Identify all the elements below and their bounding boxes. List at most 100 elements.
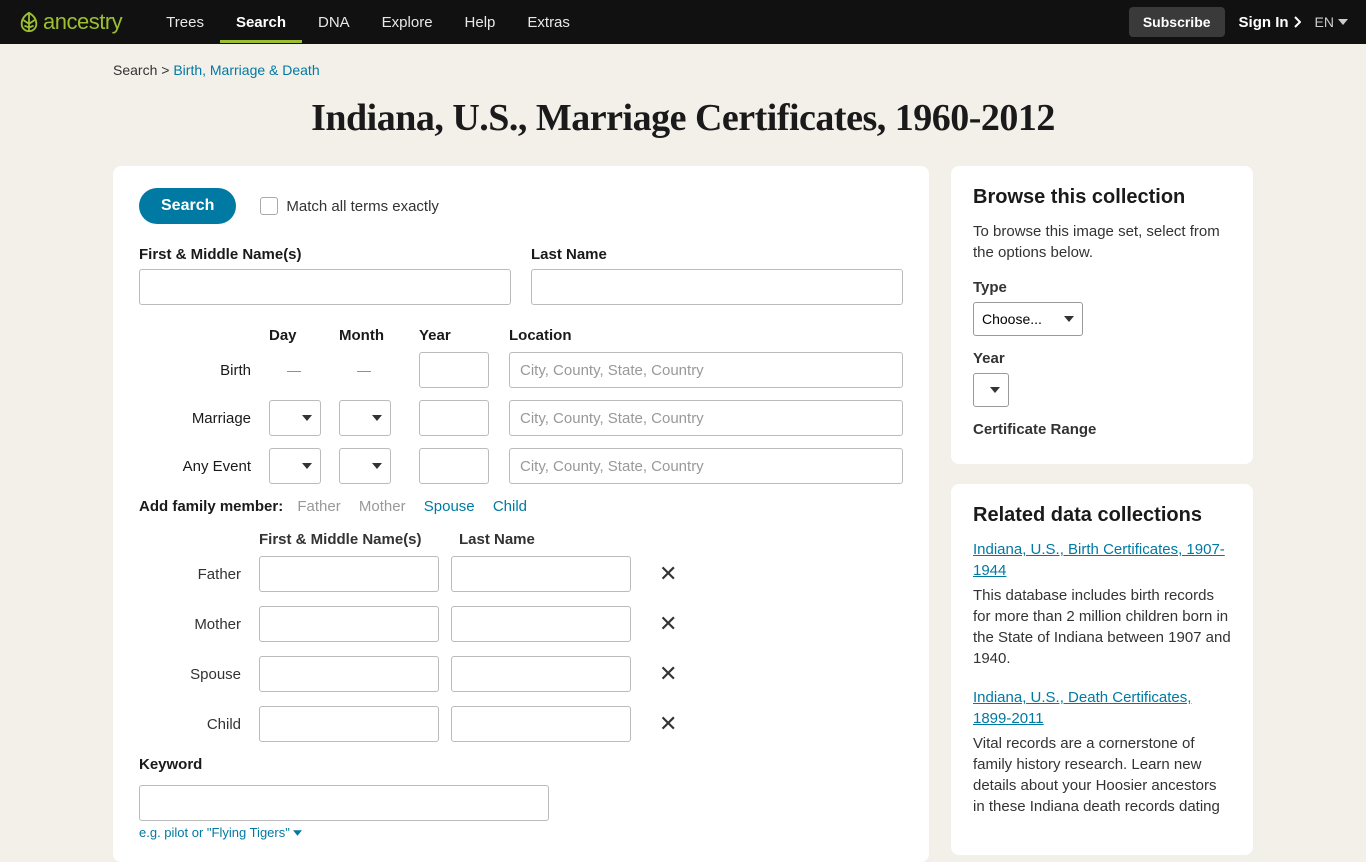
keyword-input[interactable]: [139, 785, 549, 821]
browse-type-label: Type: [973, 279, 1231, 296]
family-row-mother: Mother ✕: [139, 606, 903, 642]
last-name-label: Last Name: [531, 246, 903, 263]
browse-title: Browse this collection: [973, 186, 1231, 209]
mother-first-input[interactable]: [259, 606, 439, 642]
family-row-father: Father ✕: [139, 556, 903, 592]
spouse-remove-icon[interactable]: ✕: [659, 663, 677, 685]
language-selector[interactable]: EN: [1315, 14, 1348, 30]
match-exact-toggle[interactable]: Match all terms exactly: [260, 197, 439, 215]
marriage-year-input[interactable]: [419, 400, 489, 436]
birth-month-dash: —: [339, 362, 371, 378]
signin-label: Sign In: [1239, 14, 1289, 31]
browse-year-select[interactable]: [973, 373, 1009, 407]
chevron-down-icon: [293, 830, 302, 836]
nav-explore[interactable]: Explore: [366, 2, 449, 43]
nav-extras[interactable]: Extras: [511, 2, 586, 43]
family-row-child: Child ✕: [139, 706, 903, 742]
any-day-select[interactable]: [269, 448, 321, 484]
col-location: Location: [509, 327, 903, 344]
last-name-input[interactable]: [531, 269, 903, 305]
col-day: Day: [269, 327, 339, 344]
top-nav: ancestry Trees Search DNA Explore Help E…: [0, 0, 1366, 44]
family-add-label: Add family member:: [139, 498, 283, 515]
nav-help[interactable]: Help: [449, 2, 512, 43]
breadcrumb-link[interactable]: Birth, Marriage & Death: [173, 62, 319, 78]
any-location-input[interactable]: [509, 448, 903, 484]
father-remove-icon[interactable]: ✕: [659, 563, 677, 585]
marriage-month-select[interactable]: [339, 400, 391, 436]
signin-link[interactable]: Sign In: [1239, 14, 1301, 31]
keyword-hint-text: e.g. pilot or "Flying Tigers": [139, 825, 290, 840]
family-row-spouse: Spouse ✕: [139, 656, 903, 692]
breadcrumb-root: Search: [113, 62, 157, 78]
child-remove-icon[interactable]: ✕: [659, 713, 677, 735]
family-col-last: Last Name: [449, 531, 649, 548]
col-month: Month: [339, 327, 419, 344]
mother-remove-icon[interactable]: ✕: [659, 613, 677, 635]
related-title: Related data collections: [973, 504, 1231, 527]
logo-text: ancestry: [43, 9, 122, 35]
child-first-input[interactable]: [259, 706, 439, 742]
first-name-input[interactable]: [139, 269, 511, 305]
related-desc-1: Vital records are a cornerstone of famil…: [973, 733, 1231, 817]
keyword-hint[interactable]: e.g. pilot or "Flying Tigers": [139, 825, 903, 840]
family-link-child[interactable]: Child: [493, 498, 527, 515]
any-event-label: Any Event: [139, 458, 269, 475]
chevron-down-icon: [1338, 19, 1348, 25]
birth-label: Birth: [139, 362, 269, 379]
nav-right: Subscribe Sign In EN: [1129, 7, 1348, 37]
event-row-marriage: Marriage: [139, 400, 903, 436]
related-link-0[interactable]: Indiana, U.S., Birth Certificates, 1907-…: [973, 539, 1231, 581]
match-exact-checkbox[interactable]: [260, 197, 278, 215]
child-last-input[interactable]: [451, 706, 631, 742]
birth-location-input[interactable]: [509, 352, 903, 388]
any-year-input[interactable]: [419, 448, 489, 484]
breadcrumb: Search > Birth, Marriage & Death: [103, 62, 1263, 78]
browse-cert-label: Certificate Range: [973, 421, 1231, 438]
name-row: First & Middle Name(s) Last Name: [139, 246, 903, 305]
family-link-father: Father: [297, 498, 340, 515]
related-link-1[interactable]: Indiana, U.S., Death Certificates, 1899-…: [973, 687, 1231, 729]
page-title: Indiana, U.S., Marriage Certificates, 19…: [0, 96, 1366, 140]
logo[interactable]: ancestry: [18, 9, 122, 35]
browse-year-label: Year: [973, 350, 1231, 367]
family-add-row: Add family member: Father Mother Spouse …: [139, 498, 903, 515]
family-col-first: First & Middle Name(s): [259, 531, 449, 548]
content-container: Search Match all terms exactly First & M…: [103, 166, 1263, 862]
father-last-input[interactable]: [451, 556, 631, 592]
birth-year-input[interactable]: [419, 352, 489, 388]
search-button[interactable]: Search: [139, 188, 236, 224]
search-header: Search Match all terms exactly: [139, 188, 903, 224]
nav-trees[interactable]: Trees: [150, 2, 220, 43]
family-section: Add family member: Father Mother Spouse …: [139, 498, 903, 742]
marriage-location-input[interactable]: [509, 400, 903, 436]
match-exact-label: Match all terms exactly: [286, 198, 439, 215]
lang-label: EN: [1315, 14, 1334, 30]
events-column-header: Day Month Year Location: [139, 327, 903, 344]
sidebar: Browse this collection To browse this im…: [951, 166, 1253, 855]
mother-last-input[interactable]: [451, 606, 631, 642]
marriage-label: Marriage: [139, 410, 269, 427]
family-link-mother: Mother: [359, 498, 406, 515]
spouse-last-input[interactable]: [451, 656, 631, 692]
father-first-input[interactable]: [259, 556, 439, 592]
chevron-right-icon: [1293, 16, 1301, 28]
any-month-select[interactable]: [339, 448, 391, 484]
subscribe-button[interactable]: Subscribe: [1129, 7, 1225, 37]
family-header: First & Middle Name(s) Last Name: [139, 531, 903, 548]
nav-dna[interactable]: DNA: [302, 2, 366, 43]
keyword-label: Keyword: [139, 756, 903, 773]
nav-search[interactable]: Search: [220, 2, 302, 43]
keyword-section: Keyword e.g. pilot or "Flying Tigers": [139, 756, 903, 840]
spouse-first-input[interactable]: [259, 656, 439, 692]
family-link-spouse[interactable]: Spouse: [424, 498, 475, 515]
event-row-any: Any Event: [139, 448, 903, 484]
birth-day-dash: —: [269, 362, 301, 378]
breadcrumb-sep: >: [161, 62, 169, 78]
leaf-icon: [18, 11, 40, 33]
child-label: Child: [139, 716, 259, 733]
browse-type-select[interactable]: Choose...: [973, 302, 1083, 336]
search-form-card: Search Match all terms exactly First & M…: [113, 166, 929, 862]
marriage-day-select[interactable]: [269, 400, 321, 436]
browse-desc: To browse this image set, select from th…: [973, 221, 1231, 263]
